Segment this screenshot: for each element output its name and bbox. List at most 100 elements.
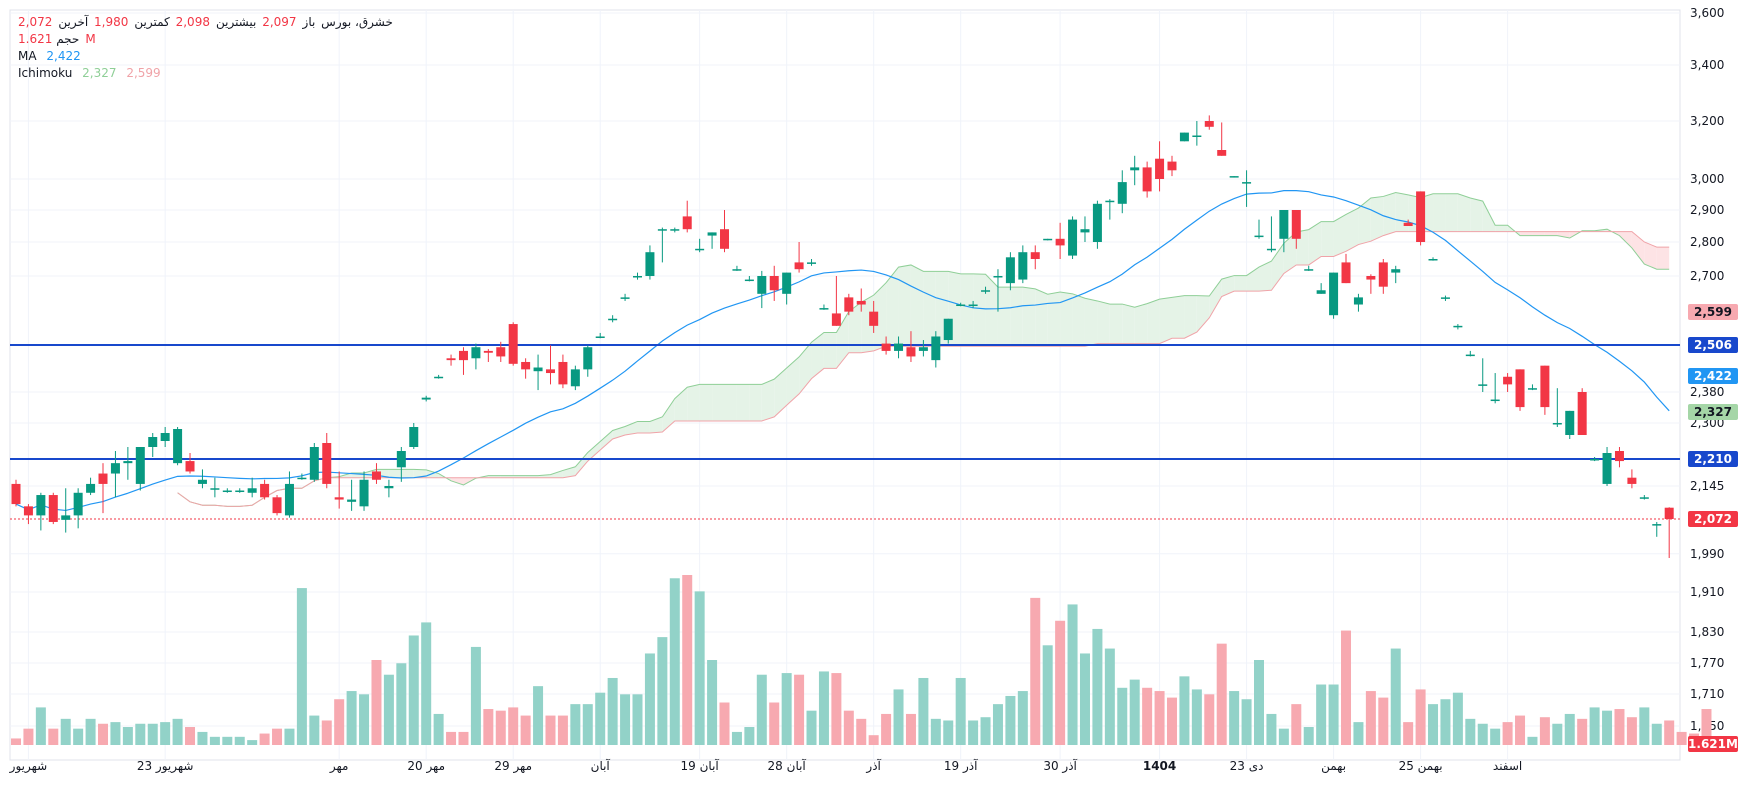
candle-body — [670, 229, 680, 231]
x-tick-label: 20 مهر — [407, 759, 445, 774]
ichimoku-cloud-segment — [1109, 304, 1123, 344]
ichimoku-cloud-segment — [761, 379, 775, 421]
volume-bar — [1465, 718, 1476, 745]
legend-close-label: آخرین — [58, 15, 89, 29]
ichimoku-cloud-segment — [1470, 197, 1483, 232]
candle-body — [682, 216, 692, 230]
legend-low-value: 1,980 — [94, 15, 129, 29]
ichimoku-cloud-segment — [587, 441, 601, 462]
ichimoku-cloud-segment — [1383, 192, 1396, 236]
candle-body — [1416, 191, 1426, 242]
volume-bar — [1502, 722, 1513, 745]
ichimoku-cloud-segment — [649, 416, 663, 433]
volume-bar — [1216, 643, 1227, 745]
volume-bar — [110, 722, 121, 745]
volume-bar — [98, 723, 109, 745]
volume-bar — [1515, 715, 1526, 745]
candle-body — [1018, 252, 1028, 280]
candle-body — [210, 488, 220, 490]
candle-body — [1378, 262, 1388, 287]
candle-body — [86, 483, 96, 493]
volume-bar — [881, 713, 892, 745]
volume-bar — [1266, 713, 1277, 745]
candle-body — [471, 347, 481, 359]
candle-body — [1527, 388, 1537, 390]
candle-body — [1577, 392, 1587, 435]
ichimoku-cloud-segment — [550, 470, 563, 478]
volume-bar — [160, 722, 171, 745]
volume-bar — [893, 689, 904, 745]
ichimoku-cloud-segment — [1557, 231, 1570, 238]
candle-body — [61, 515, 71, 520]
volume-bar — [968, 720, 979, 745]
candle-body — [844, 297, 854, 312]
ichimoku-cloud-segment — [923, 271, 936, 347]
candle-body — [869, 311, 879, 326]
ichimoku-cloud-segment — [736, 384, 750, 421]
volume-bar — [1067, 604, 1078, 745]
volume-bar — [682, 575, 693, 745]
x-tick-label: بهمن — [1321, 759, 1346, 774]
volume-bar — [1316, 684, 1327, 745]
volume-bar — [11, 738, 21, 745]
volume-bar — [1428, 704, 1439, 745]
volume-bar — [756, 674, 767, 745]
ichimoku-cloud-segment — [985, 274, 998, 347]
ichimoku-cloud-segment — [1271, 243, 1284, 291]
ichimoku-cloud-segment — [1482, 201, 1496, 232]
volume-bar — [669, 578, 680, 745]
candle-body — [247, 488, 257, 493]
volume-bar — [259, 733, 270, 745]
moving-average-line — [15, 190, 1670, 512]
volume-bar — [1278, 728, 1289, 745]
legend-volume-value: 1.621M — [18, 32, 96, 46]
volume-bar — [1602, 710, 1613, 745]
legend-volume: حجم 1.621M — [18, 31, 399, 48]
candle-body — [894, 343, 904, 351]
ichimoku-cloud-segment — [1308, 221, 1322, 265]
candle-body — [1490, 399, 1500, 402]
volume-bar — [1639, 707, 1650, 745]
volume-bar — [396, 663, 407, 745]
legend-ichimoku-value-a: 2,327 — [82, 66, 117, 80]
ichimoku-cloud-segment — [960, 273, 974, 347]
candle-body — [1590, 459, 1600, 461]
y-tick-label: 3,600 — [1690, 6, 1724, 20]
candle-body — [794, 262, 804, 270]
legend-high-label: بیشترین — [215, 15, 257, 29]
legend-low-label: کمترین — [134, 15, 170, 29]
candle-body — [1428, 259, 1438, 261]
y-tick-label: 2,800 — [1690, 235, 1724, 249]
candle-body — [558, 361, 568, 385]
ichimoku-cloud-segment — [1047, 292, 1061, 347]
candle-body — [135, 447, 145, 484]
ichimoku-cloud-segment — [500, 475, 514, 478]
ichimoku-cloud-segment — [525, 475, 539, 478]
ichimoku-cloud-segment — [637, 421, 650, 433]
volume-bar — [1353, 722, 1364, 745]
x-tick-label: آذر — [865, 758, 881, 774]
price-badge-bg — [1688, 304, 1738, 320]
volume-bar — [421, 622, 432, 745]
volume-bar — [1079, 653, 1090, 745]
candle-body — [1403, 222, 1413, 226]
y-tick-label: 1,910 — [1690, 585, 1724, 599]
ichimoku-cloud-segment — [1333, 214, 1347, 257]
candle-body — [148, 437, 158, 447]
volume-bar — [1452, 692, 1463, 745]
candle-body — [732, 269, 742, 271]
candle-body — [11, 483, 21, 505]
x-tick-label: 23 دی — [1230, 759, 1264, 773]
volume-bar — [135, 723, 146, 745]
candle-body — [483, 350, 493, 353]
volume-bar — [35, 707, 46, 745]
candle-body — [993, 276, 1003, 278]
ichimoku-cloud-segment — [1147, 299, 1160, 344]
ichimoku-cloud-segment — [1171, 295, 1185, 339]
candle-body — [1552, 423, 1562, 425]
ichimoku-cloud-segment — [1060, 292, 1073, 347]
ichimoku-cloud-segment — [724, 384, 737, 421]
ichimoku-cloud-segment — [1122, 304, 1135, 344]
x-tick-label: 25 بهمن — [1399, 759, 1443, 774]
